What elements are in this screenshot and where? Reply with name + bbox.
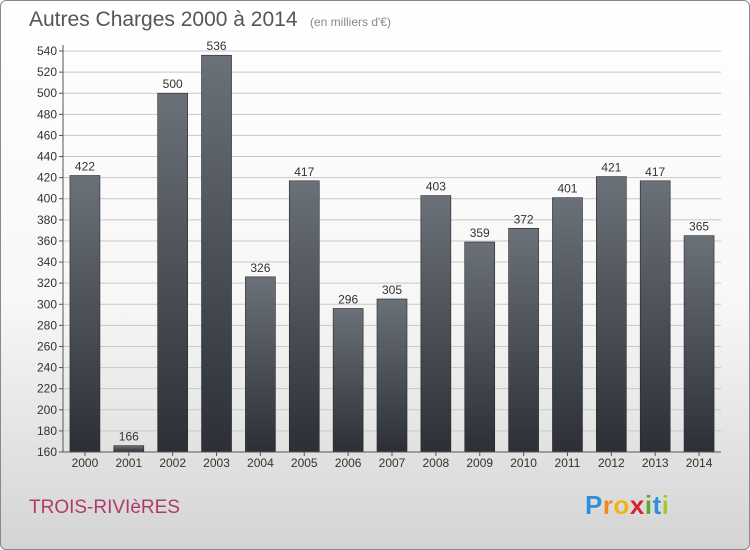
x-tick-label: 2010: [510, 456, 537, 470]
bar-2006: [332, 308, 364, 453]
x-axis-ticks: 2000 2001 2002 2003 2004 2005 2006 2007 2008 2009…: [72, 452, 713, 470]
y-tick-label: 220: [37, 382, 57, 396]
bar-2002: [157, 92, 188, 453]
chart-subtitle: (en milliers d'€): [309, 15, 391, 29]
y-tick-label: 200: [37, 403, 57, 417]
commune-name: TROIS-RIVIèRES: [29, 497, 180, 518]
data-label-2008: 403: [426, 180, 446, 194]
chart-title-row: Autres Charges 2000 à 2014 (en milliers …: [29, 8, 391, 32]
y-tick-label: 480: [37, 107, 57, 121]
y-tick-label: 520: [37, 65, 57, 79]
y-tick-label: 500: [37, 86, 57, 100]
data-label-2013: 417: [645, 165, 665, 179]
x-tick-label: 2009: [466, 456, 493, 470]
bar-2007: [376, 298, 408, 453]
data-label-2004: 326: [250, 261, 270, 275]
axes: [62, 45, 721, 453]
bar-2011: [552, 197, 583, 453]
bar-2009: [464, 241, 496, 453]
data-label-2009: 359: [470, 226, 490, 240]
x-tick-label: 2007: [379, 456, 406, 470]
bars: [69, 54, 715, 453]
data-label-2006: 296: [338, 292, 358, 306]
data-label-2000: 422: [75, 160, 95, 174]
x-tick-label: 2008: [423, 456, 450, 470]
bar-2008: [420, 195, 452, 453]
x-tick-label: 2006: [335, 456, 362, 470]
y-axis-ticks: 160 180 200 220 240 260 280 300 320 340 360 380 400 4…: [37, 44, 63, 459]
data-label-2001: 166: [119, 430, 139, 444]
bar-2004: [245, 276, 276, 453]
bar-2005: [288, 180, 320, 453]
bar-2014: [683, 235, 715, 453]
logo-letter: i: [661, 490, 670, 520]
y-tick-label: 280: [37, 318, 57, 332]
data-labels: 422 166 500 536 326 417 296 305 403 359 372 401 421 4…: [75, 39, 709, 443]
bar-2013: [639, 180, 671, 453]
y-tick-label: 540: [37, 44, 57, 58]
proxiti-logo: Proxiti: [585, 490, 669, 521]
data-label-2014: 365: [689, 220, 709, 234]
data-label-2010: 372: [514, 212, 534, 226]
x-tick-label: 2004: [247, 456, 274, 470]
x-tick-label: 2003: [203, 456, 230, 470]
y-tick-label: 340: [37, 255, 57, 269]
data-label-2003: 536: [207, 39, 227, 53]
bar-2010: [508, 227, 539, 453]
data-label-2011: 401: [557, 182, 577, 196]
y-tick-label: 460: [37, 128, 57, 142]
x-tick-label: 2000: [72, 456, 99, 470]
x-tick-label: 2005: [291, 456, 318, 470]
x-tick-label: 2002: [159, 456, 186, 470]
y-tick-label: 320: [37, 276, 57, 290]
chart-title: Autres Charges 2000 à 2014: [29, 8, 298, 31]
y-tick-label: 380: [37, 213, 57, 227]
x-tick-label: 2001: [115, 456, 142, 470]
y-tick-label: 160: [37, 445, 57, 459]
data-label-2012: 421: [601, 161, 621, 175]
y-tick-label: 360: [37, 234, 57, 248]
y-tick-label: 180: [37, 424, 57, 438]
x-tick-label: 2014: [686, 456, 713, 470]
logo-letter: i: [644, 490, 653, 520]
y-tick-label: 240: [37, 361, 57, 375]
x-tick-label: 2013: [642, 456, 669, 470]
logo-letter: x: [629, 490, 645, 520]
logo-letter: r: [602, 490, 614, 520]
logo-letter: P: [585, 490, 603, 520]
y-tick-label: 420: [37, 171, 57, 185]
bar-2012: [596, 176, 627, 453]
y-tick-label: 440: [37, 150, 57, 164]
bar-2000: [69, 175, 101, 453]
data-label-2007: 305: [382, 283, 402, 297]
y-tick-label: 400: [37, 192, 57, 206]
logo-letter: t: [652, 490, 662, 520]
data-label-2005: 417: [294, 165, 314, 179]
y-tick-label: 260: [37, 339, 57, 353]
data-label-2002: 500: [163, 77, 183, 91]
bar-2003: [201, 54, 232, 453]
x-tick-label: 2011: [555, 456, 581, 470]
bar-2001: [113, 445, 145, 453]
logo-letter: o: [613, 490, 630, 520]
y-tick-label: 300: [37, 297, 57, 311]
x-tick-label: 2012: [598, 456, 625, 470]
